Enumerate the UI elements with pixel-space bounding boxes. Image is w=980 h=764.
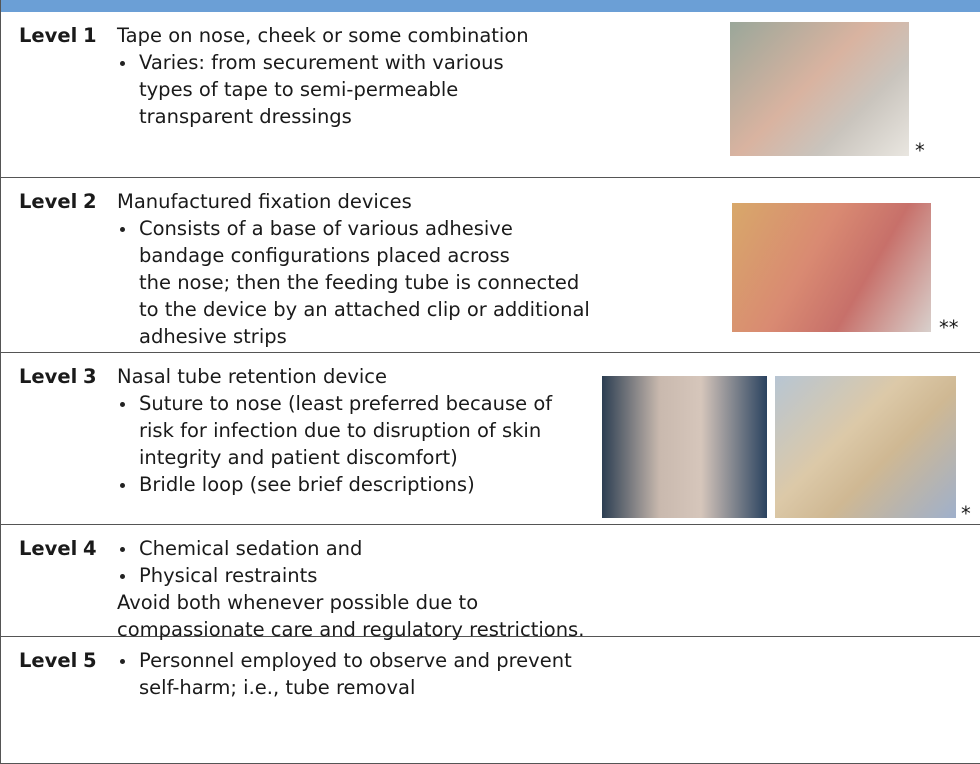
photo-credit-mark: * — [915, 139, 925, 162]
bullet-text: the nose; then the feeding tube is conne… — [139, 271, 580, 294]
bullet-text: Bridle loop (see brief descriptions) — [139, 473, 475, 496]
level-number: 2 — [83, 190, 97, 213]
bullet-text: Varies: from securement with various — [139, 51, 504, 74]
level-label: Level — [19, 649, 78, 672]
bullet-text: Consists of a base of various adhesive — [139, 217, 513, 240]
row-title: Tape on nose, cheek or some combination — [117, 24, 529, 47]
row-title: Nasal tube retention device — [117, 365, 388, 388]
bullet — [120, 227, 125, 232]
level-number: 3 — [83, 365, 97, 388]
bullet-text: Physical restraints — [139, 564, 318, 587]
photo-credit-mark: * — [961, 502, 971, 525]
bullet-text: risk for infection due to disruption of … — [139, 419, 542, 442]
photo — [602, 376, 767, 518]
bullet — [120, 547, 125, 552]
level-number: 5 — [83, 649, 97, 672]
note-text: Avoid both whenever possible due to — [117, 591, 479, 614]
note-text: compassionate care and regulatory restri… — [117, 618, 585, 641]
bullet — [120, 574, 125, 579]
bullet-text: transparent dressings — [139, 105, 352, 128]
bullet — [120, 483, 125, 488]
bullet-text: Personnel employed to observe and preven… — [139, 649, 572, 672]
table-row — [1, 12, 980, 178]
level-label: Level — [19, 190, 78, 213]
bullet-text: adhesive strips — [139, 325, 287, 348]
photo — [775, 376, 956, 518]
level-label: Level — [19, 537, 78, 560]
level-number: 1 — [83, 24, 97, 47]
photo-credit-mark: ** — [939, 316, 959, 339]
bullet-text: types of tape to semi-permeable — [139, 78, 459, 101]
bullet-text: self-harm; i.e., tube removal — [139, 676, 416, 699]
bullet-text: bandage configurations placed across — [139, 244, 510, 267]
bullet — [120, 402, 125, 407]
table-row — [1, 353, 980, 525]
level-label: Level — [19, 365, 78, 388]
table-row — [1, 525, 980, 637]
bullet-text: integrity and patient discomfort) — [139, 446, 458, 469]
level-number: 4 — [83, 537, 97, 560]
table-row — [1, 178, 980, 353]
photo — [730, 22, 909, 156]
row-title: Manufactured fixation devices — [117, 190, 412, 213]
header-bar — [1, 0, 980, 12]
bullet-text: Suture to nose (least preferred because … — [139, 392, 553, 415]
bullet — [120, 61, 125, 66]
photo — [732, 203, 931, 332]
bullet-text: to the device by an attached clip or add… — [139, 298, 590, 321]
bullet — [120, 659, 125, 664]
bullet-text: Chemical sedation and — [139, 537, 363, 560]
level-label: Level — [19, 24, 78, 47]
